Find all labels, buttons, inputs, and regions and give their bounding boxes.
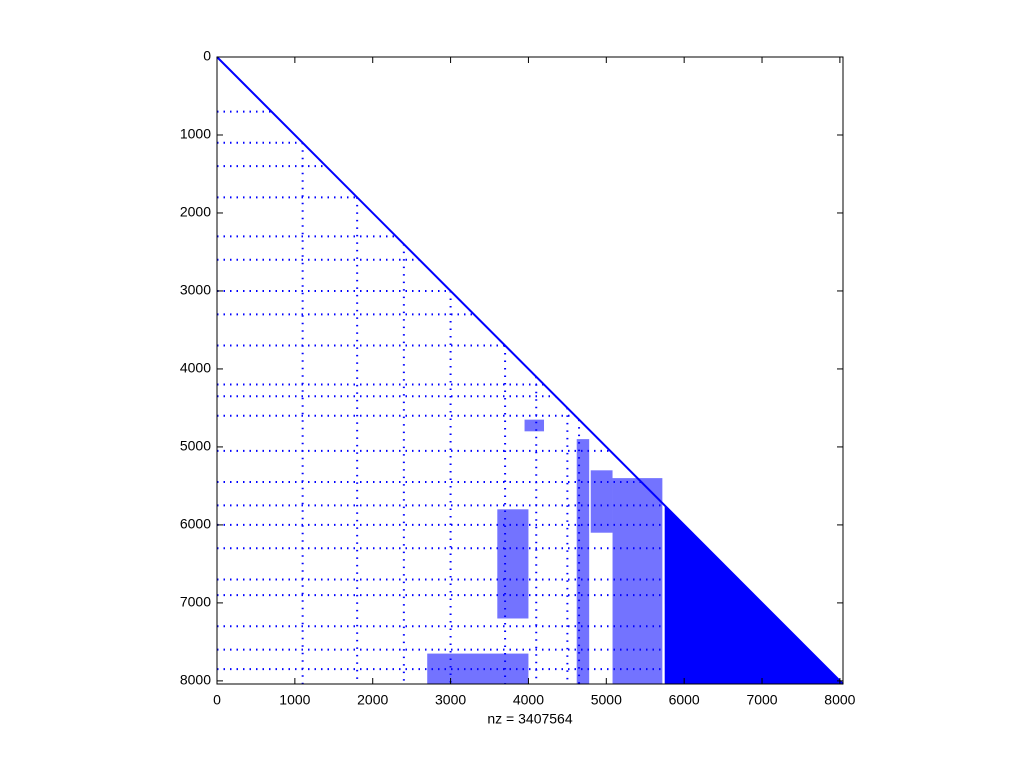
- x-tick-label: 8000: [824, 692, 855, 708]
- x-tick-label: 0: [213, 692, 221, 708]
- y-tick-label: 6000: [180, 516, 211, 532]
- dense-block: [612, 478, 663, 684]
- x-tick-label: 6000: [669, 692, 700, 708]
- x-tick-label: 2000: [357, 692, 388, 708]
- dense-block: [497, 509, 529, 619]
- x-tick-label: 3000: [435, 692, 466, 708]
- dense-block: [524, 419, 545, 432]
- x-axis-label: nz = 3407564: [487, 711, 572, 727]
- plot-frame: [216, 56, 844, 685]
- x-tick-label: 7000: [746, 692, 777, 708]
- y-tick-label: 4000: [180, 360, 211, 376]
- x-tick-label: 4000: [513, 692, 544, 708]
- diagonal: [216, 56, 844, 685]
- x-tick-label: 1000: [279, 692, 310, 708]
- dense-block: [576, 439, 590, 684]
- y-tick-label: 0: [203, 48, 211, 64]
- dense-block: [427, 653, 529, 684]
- dense-block: [590, 470, 613, 533]
- y-tick-label: 5000: [180, 438, 211, 454]
- y-tick-label: 8000: [180, 672, 211, 688]
- y-tick-label: 7000: [180, 594, 211, 610]
- y-tick-label: 2000: [180, 204, 211, 220]
- x-tick-label: 5000: [591, 692, 622, 708]
- y-tick-label: 3000: [180, 282, 211, 298]
- y-tick-label: 1000: [180, 126, 211, 142]
